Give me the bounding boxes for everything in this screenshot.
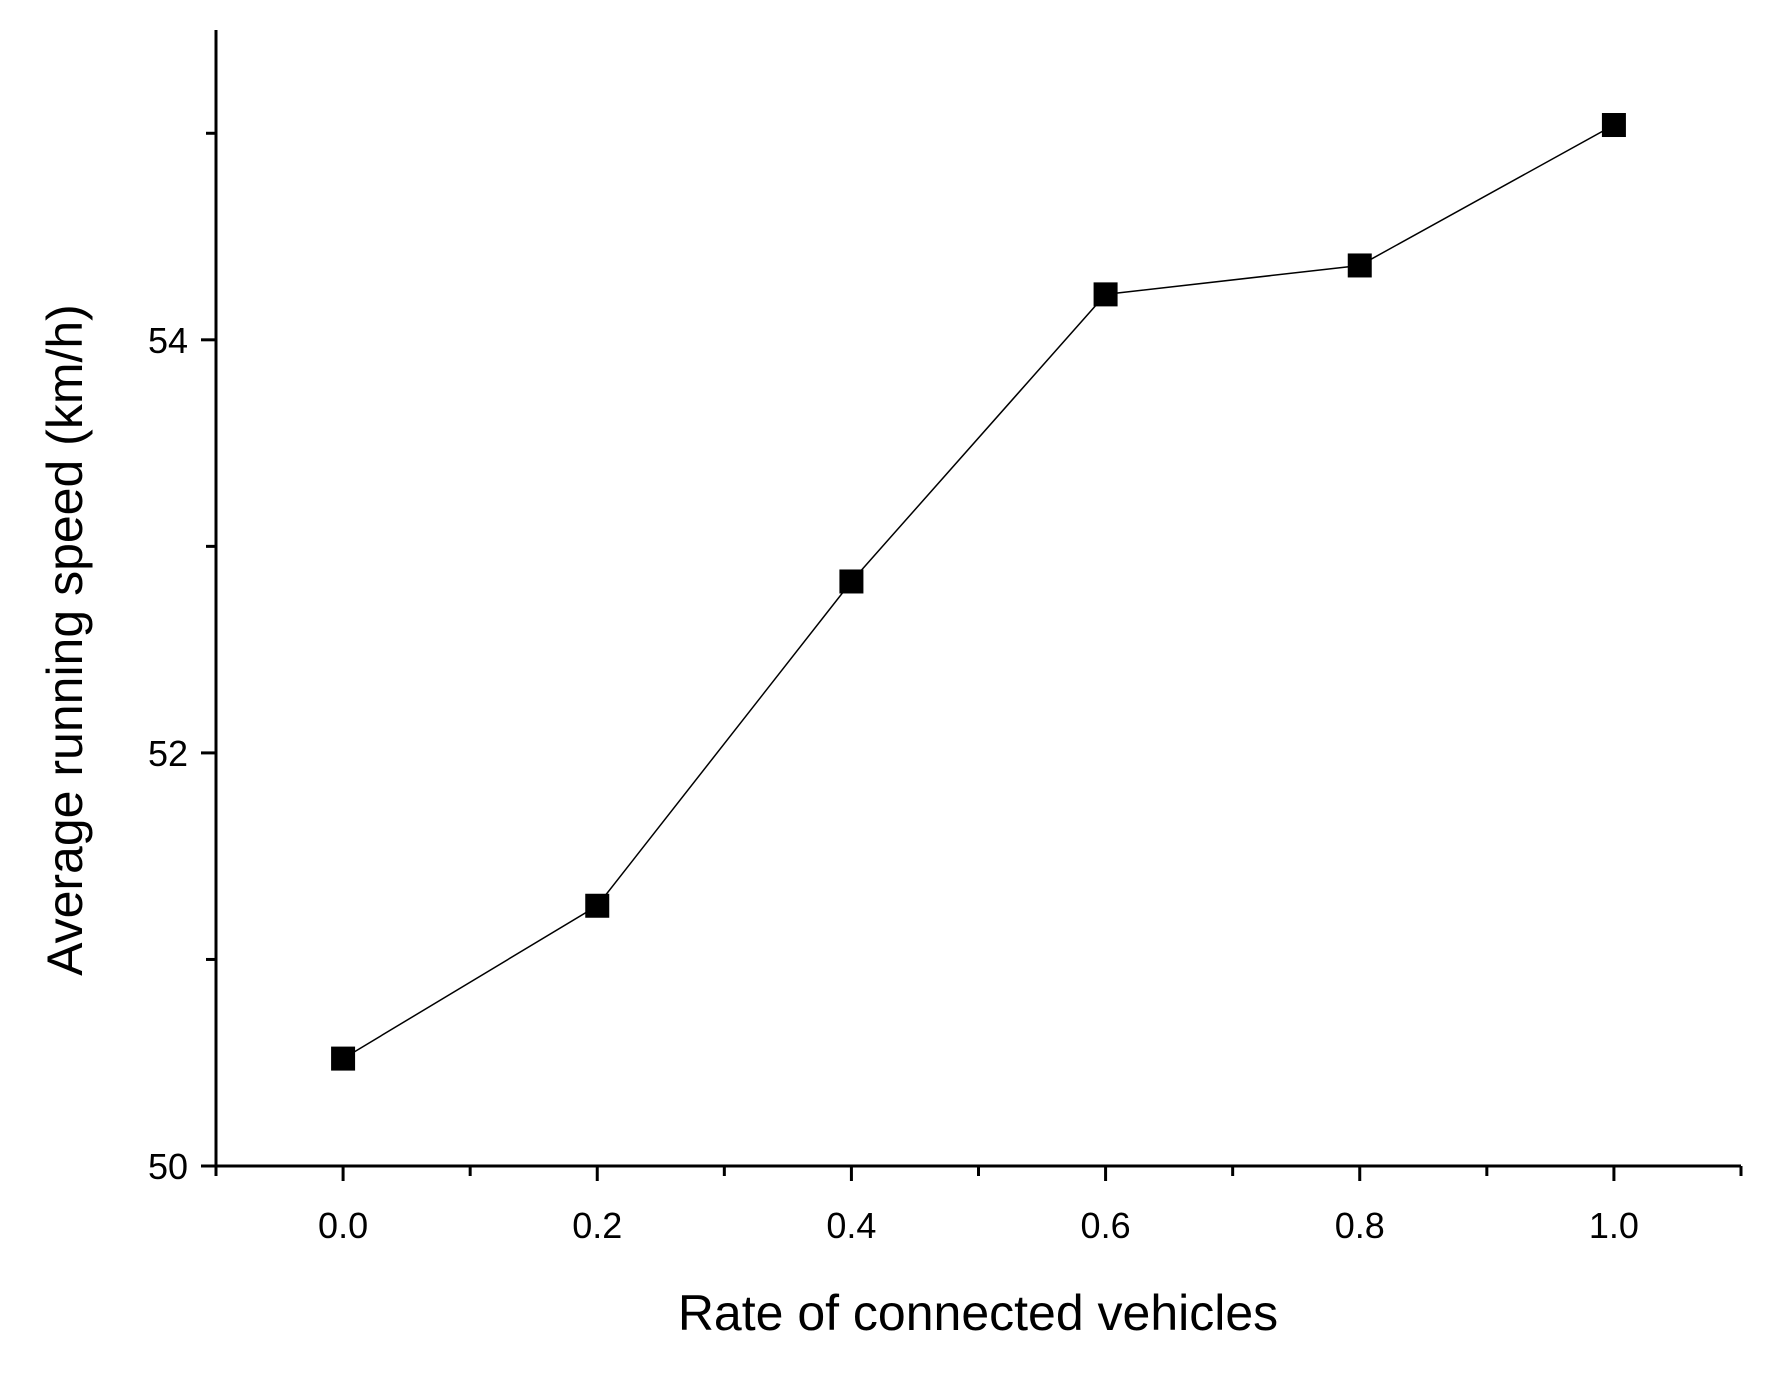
- data-point-marker: [1347, 253, 1372, 278]
- x-tick-label: 0.0: [318, 1205, 368, 1246]
- y-tick-label: 52: [148, 733, 188, 774]
- y-tick-label: 50: [148, 1146, 188, 1187]
- x-tick-label: 0.2: [572, 1205, 622, 1246]
- data-point-marker: [1601, 113, 1626, 138]
- tick-labels: 0.0 0.2 0.4 0.6 0.8 1.0 50 52 54: [148, 320, 1639, 1246]
- x-tick-label: 0.4: [826, 1205, 876, 1246]
- y-axis-title: Average running speed (km/h): [37, 304, 93, 976]
- x-tick-label: 1.0: [1589, 1205, 1639, 1246]
- x-tick-label: 0.8: [1335, 1205, 1385, 1246]
- data-point-marker: [839, 569, 864, 594]
- series-line: [342, 124, 1615, 1060]
- data-point-marker: [331, 1046, 356, 1071]
- ticks: [201, 131, 1743, 1181]
- x-axis-title: Rate of connected vehicles: [678, 1285, 1278, 1341]
- data-point-marker: [585, 893, 610, 918]
- y-tick-label: 54: [148, 320, 188, 361]
- data-point-marker: [1093, 282, 1118, 307]
- axes: [214, 30, 1741, 1168]
- x-tick-label: 0.6: [1081, 1205, 1131, 1246]
- series: [331, 113, 1626, 1071]
